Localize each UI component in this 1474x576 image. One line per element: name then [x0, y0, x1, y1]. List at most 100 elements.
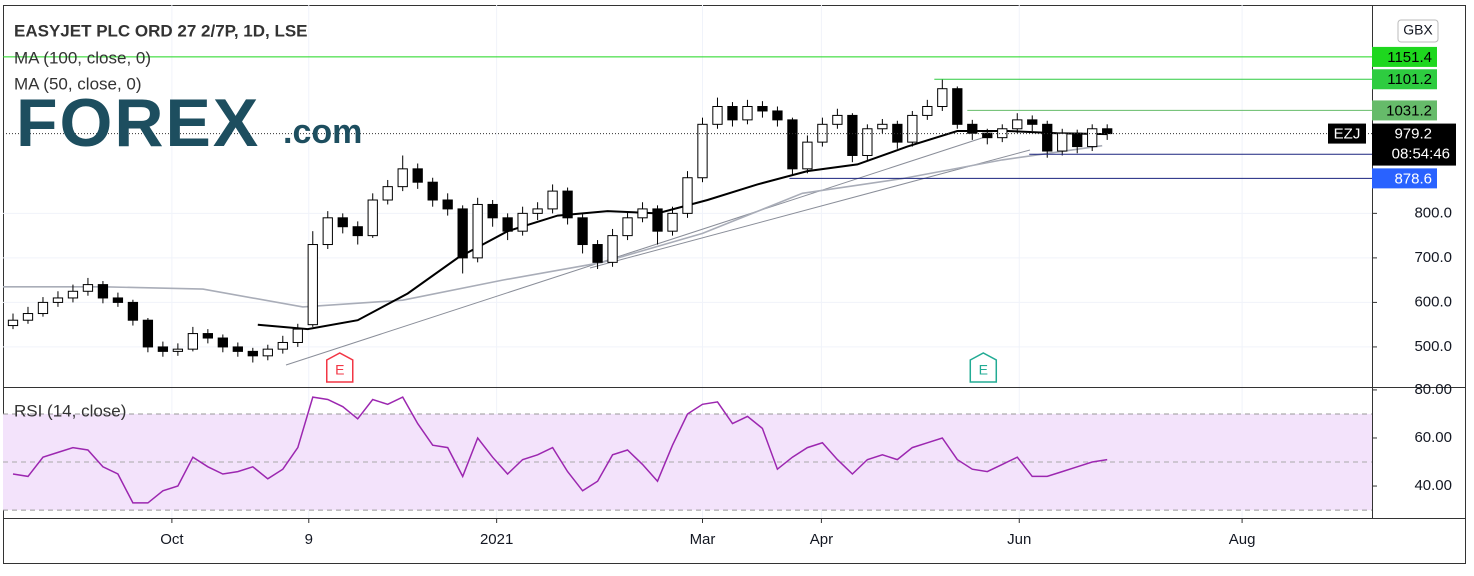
candle-body [307, 244, 318, 326]
candle-body [67, 290, 79, 299]
candle-body [7, 319, 19, 327]
x-tick-label: Mar [690, 531, 716, 548]
candle-body [22, 313, 34, 321]
candle-body [532, 208, 543, 214]
candle-body [292, 328, 303, 343]
logo-suffix: .com [283, 113, 362, 151]
legend-entry: MA (50, close, 0) [14, 74, 142, 93]
candle-body [322, 217, 333, 246]
candle-body [127, 301, 139, 321]
candle-body [847, 114, 858, 156]
series-line [12, 396, 1108, 504]
candle-body [772, 110, 783, 121]
candle-body [547, 190, 558, 210]
candle-body [1012, 119, 1023, 130]
series-line [3, 144, 1103, 308]
candle-body [367, 199, 378, 237]
candle-body [82, 284, 94, 292]
candle-body [952, 88, 963, 125]
y-tick-label: 500.0 [1414, 338, 1452, 355]
candle-body [187, 333, 199, 350]
candle-body [52, 297, 64, 303]
candle-body [382, 186, 393, 201]
rsi-pane [3, 396, 1372, 511]
candle-body [1102, 128, 1113, 135]
trend-line [285, 136, 986, 366]
level-label: 1031.2 [1386, 102, 1432, 119]
candle-body [607, 235, 618, 263]
candle-body [757, 106, 768, 112]
x-tick-label: 2021 [480, 531, 513, 548]
symbol: EZJ [1334, 126, 1361, 143]
y-tick-label: 700.0 [1414, 249, 1452, 266]
candle-body [937, 88, 948, 108]
candle-body [787, 119, 798, 170]
candle-body [37, 301, 49, 315]
event-label: E [335, 362, 344, 378]
level-label-box [1372, 69, 1437, 90]
price-axis: 500.0 600.0 700.0 800.0 GBX 1151.4 1101.2 1031.… [160, 19, 1456, 548]
candle-body [742, 106, 753, 121]
candle-body [97, 284, 109, 299]
candle-body [427, 181, 438, 201]
candle-body [562, 190, 573, 219]
candle-body [517, 212, 528, 232]
last-price: 979.2 [1394, 126, 1432, 143]
candle-body [1087, 128, 1098, 148]
candle-body [262, 348, 273, 357]
candle-body [157, 346, 169, 352]
candle-body [1042, 123, 1053, 152]
candle-body [112, 297, 124, 303]
x-tick-label: Aug [1229, 531, 1256, 548]
x-tick-label: Oct [160, 531, 184, 548]
rsi-title: RSI (14, close) [14, 401, 126, 420]
x-tick-label: 9 [305, 531, 313, 548]
candle-body [337, 217, 348, 228]
level-label: 878.6 [1394, 170, 1432, 187]
level-label: 1101.2 [1387, 71, 1432, 88]
trend-line [589, 149, 1031, 269]
event-marker [326, 352, 354, 383]
candle-body [877, 123, 888, 130]
candle-body [667, 212, 678, 232]
y-tick-label: 800.0 [1414, 204, 1452, 221]
candle-body [1027, 119, 1038, 125]
candle-body [802, 141, 813, 170]
currency-box [1397, 19, 1439, 43]
candle-body [622, 217, 633, 237]
x-tick-label: Apr [810, 531, 833, 548]
level-label-box [1372, 46, 1437, 67]
legend-entry: MA (100, close, 0) [14, 48, 151, 67]
level-label-box [1372, 100, 1437, 121]
candle-body [652, 208, 663, 232]
countdown: 08:54:46 [1392, 146, 1450, 163]
currency: GBX [1403, 22, 1433, 38]
candle-body [172, 348, 184, 352]
candle-body [247, 350, 258, 357]
candle-body [412, 168, 423, 183]
candle-body [712, 106, 723, 125]
candle-body [967, 123, 978, 134]
candle-body [217, 337, 228, 348]
candle-body [232, 346, 243, 352]
level-label: 1151.4 [1387, 49, 1432, 66]
x-tick-label: Jun [1007, 531, 1031, 548]
candle-body [397, 168, 408, 188]
event-marker [969, 352, 998, 383]
symbol-box [1328, 123, 1366, 144]
candle-body [907, 114, 918, 143]
candle-body [577, 217, 588, 246]
candle-body [277, 341, 288, 350]
candle-body [862, 128, 873, 156]
candle-body [922, 106, 933, 116]
candle-body [352, 226, 363, 237]
logo: FOREX [16, 85, 260, 161]
chart-title: EASYJET PLC ORD 27 2/7P, 1D, LSE [14, 21, 308, 40]
candle-body [1057, 132, 1068, 152]
candle-body [1072, 132, 1083, 148]
candle-body [682, 177, 693, 214]
candle-body [442, 199, 453, 210]
last-price-box [1372, 123, 1456, 166]
candle-body [832, 114, 843, 125]
